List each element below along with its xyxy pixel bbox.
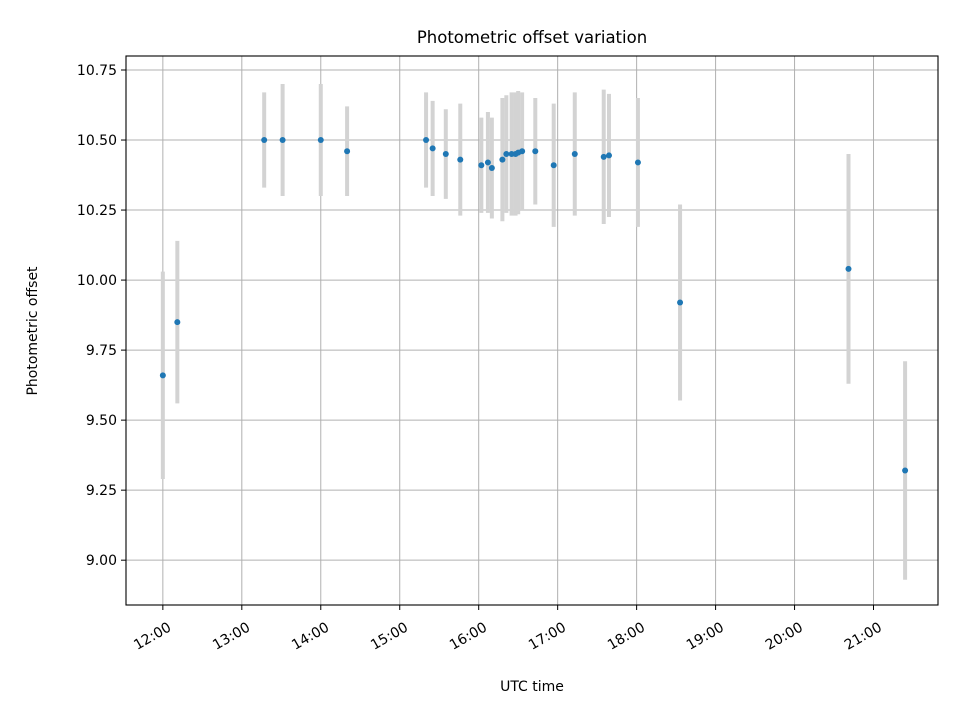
data-point bbox=[457, 156, 464, 163]
data-point bbox=[634, 159, 641, 166]
plot-frame bbox=[125, 55, 939, 606]
data-point bbox=[261, 137, 268, 144]
y-tick-label: 9.75 bbox=[86, 343, 117, 359]
chart-title: Photometric offset variation bbox=[417, 28, 647, 47]
grid bbox=[126, 56, 938, 605]
data-point bbox=[902, 467, 909, 474]
data-point bbox=[478, 162, 485, 169]
data-point bbox=[519, 148, 526, 155]
data-point bbox=[845, 265, 852, 272]
data-point bbox=[344, 148, 351, 155]
data-point bbox=[532, 148, 539, 155]
y-tick-label: 9.25 bbox=[86, 483, 117, 499]
y-tick-label: 10.50 bbox=[77, 133, 117, 149]
data-point bbox=[499, 156, 506, 163]
y-tick-label: 9.50 bbox=[86, 413, 117, 429]
data-point bbox=[600, 153, 607, 160]
data-point bbox=[503, 151, 510, 158]
data-point bbox=[677, 299, 684, 306]
y-tick-label: 9.00 bbox=[86, 553, 117, 569]
data-point bbox=[279, 137, 286, 144]
data-points bbox=[159, 137, 909, 474]
y-tick-label: 10.75 bbox=[77, 63, 117, 79]
data-point bbox=[550, 162, 557, 169]
y-tick-label: 10.25 bbox=[77, 203, 117, 219]
data-point bbox=[442, 151, 449, 158]
data-point bbox=[423, 137, 430, 144]
data-point bbox=[488, 165, 495, 172]
data-point bbox=[605, 152, 612, 159]
x-axis-label: UTC time bbox=[500, 679, 564, 695]
data-point bbox=[429, 145, 436, 152]
y-axis-ticks: 9.00 9.25 9.50 9.75 10.00 10.25 10.50 10.75 bbox=[77, 63, 126, 569]
data-point bbox=[159, 372, 166, 379]
data-point bbox=[571, 151, 578, 158]
y-tick-label: 10.00 bbox=[77, 273, 117, 289]
data-point bbox=[484, 159, 491, 166]
y-axis-label: Photometric offset bbox=[25, 266, 41, 396]
data-point bbox=[317, 137, 324, 144]
data-point bbox=[174, 319, 181, 326]
